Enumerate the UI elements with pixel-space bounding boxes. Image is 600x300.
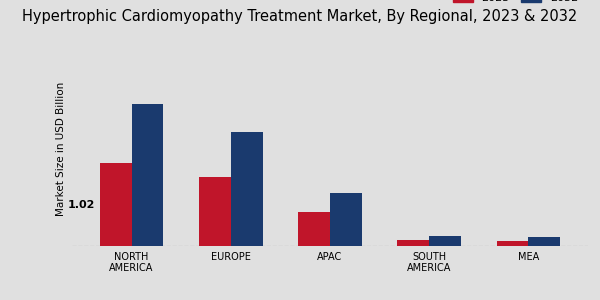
Legend: 2023, 2032: 2023, 2032 (448, 0, 583, 8)
Text: 1.02: 1.02 (67, 200, 95, 210)
Text: Hypertrophic Cardiomyopathy Treatment Market, By Regional, 2023 & 2032: Hypertrophic Cardiomyopathy Treatment Ma… (22, 9, 578, 24)
Bar (100, 163, 131, 246)
Y-axis label: Market Size in USD Billion: Market Size in USD Billion (56, 81, 67, 216)
Bar (298, 212, 330, 246)
Bar (231, 132, 263, 246)
Bar (497, 241, 529, 246)
Bar (529, 237, 560, 246)
Bar (330, 193, 362, 246)
Bar (429, 236, 461, 246)
Bar (131, 104, 163, 246)
Bar (199, 177, 231, 246)
Bar (397, 240, 429, 246)
